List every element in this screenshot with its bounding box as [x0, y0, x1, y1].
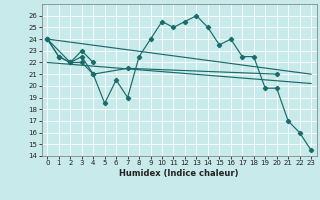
- X-axis label: Humidex (Indice chaleur): Humidex (Indice chaleur): [119, 169, 239, 178]
